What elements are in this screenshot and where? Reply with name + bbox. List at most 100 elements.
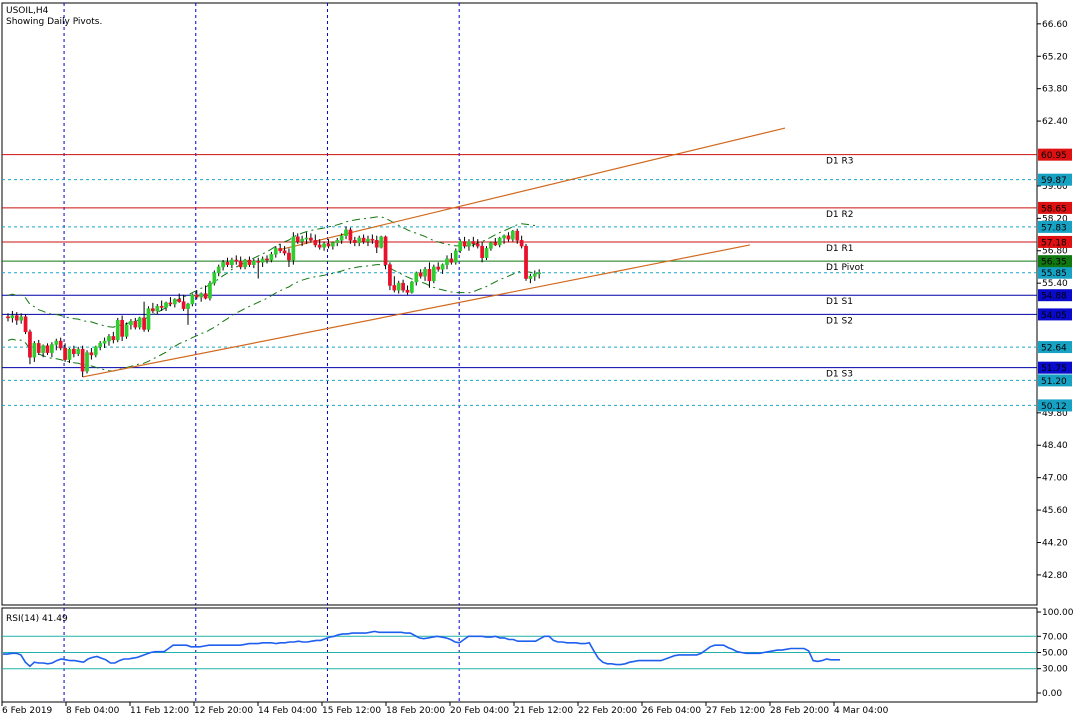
candle-body [85, 352, 89, 372]
dashed-level-tag: 50.12 [1038, 399, 1072, 412]
candle-body [256, 260, 261, 263]
candle-body [317, 244, 322, 248]
candle-body [331, 242, 335, 247]
time-tick-label: 26 Feb 04:00 [642, 706, 701, 716]
candle [6, 313, 10, 322]
dashed-level-tag-text: 50.12 [1041, 402, 1067, 412]
candle [493, 238, 498, 247]
candle-body [511, 230, 515, 240]
candle [19, 313, 24, 324]
price-tick-label: 59.60 [1042, 182, 1068, 192]
pivot-level-label: D1 S3 [826, 370, 853, 380]
pivot-level-tag: 56.35 [1038, 255, 1072, 268]
price-tick-label: 55.40 [1042, 279, 1068, 289]
candle [445, 255, 449, 270]
pivot-level-tag: 58.65 [1038, 201, 1072, 214]
candle-body [208, 282, 212, 299]
candle-body [528, 275, 533, 279]
time-tick-label: 20 Feb 04:00 [450, 706, 509, 716]
candle [396, 280, 401, 294]
candle [537, 269, 542, 279]
rsi-line [3, 630, 840, 668]
price-tick-label: 49.80 [1042, 409, 1068, 419]
trendline-upper-channel [280, 127, 786, 251]
dashed-level-tag-text: 51.20 [1041, 377, 1067, 387]
candle-body [357, 237, 362, 243]
price-tags: 59.87 57.83 55.85 52.64 51.20 50.12 60.95 58.65… [1038, 148, 1072, 412]
candle [502, 234, 506, 244]
candle-body [401, 282, 405, 291]
candle [54, 338, 59, 351]
pivot-level-tag-bg [1038, 255, 1072, 268]
candle-body [137, 317, 142, 328]
candle-body [414, 272, 419, 283]
pivot-level-tag: 57.18 [1038, 235, 1072, 248]
candle-body [326, 243, 331, 247]
rsi-pane [1, 607, 1038, 703]
candle [436, 262, 441, 272]
envelope-lines [7, 216, 540, 372]
candle [352, 236, 357, 247]
candle [225, 257, 230, 267]
time-tick-label: 4 Mar 04:00 [834, 706, 889, 716]
candle-body [221, 262, 225, 268]
candle [251, 258, 256, 269]
candle-body [273, 248, 278, 255]
candle-body [124, 324, 129, 337]
candle-body [177, 299, 182, 302]
candle-body [155, 306, 160, 312]
candle-body [484, 248, 489, 258]
rsi-label: RSI(14) 41.49 [6, 614, 68, 624]
candle-body [388, 264, 392, 286]
candle [480, 241, 484, 263]
time-tick-label: 11 Feb 12:00 [130, 706, 189, 716]
candle-body [370, 238, 375, 241]
candle-body [107, 336, 111, 342]
candle [344, 226, 348, 240]
candle-body [234, 259, 239, 262]
candle [388, 262, 392, 291]
candle-body [392, 285, 397, 291]
candle [383, 235, 388, 270]
candle-body [28, 331, 32, 358]
candle [129, 319, 133, 330]
candle-body [58, 340, 63, 349]
candle-body [225, 262, 230, 265]
candle [322, 241, 326, 251]
candle [370, 234, 375, 244]
candle [181, 294, 186, 311]
price-tick-label: 66.60 [1042, 20, 1068, 30]
candle [414, 271, 419, 286]
candle-body [89, 352, 94, 356]
candle [50, 342, 54, 358]
candle [14, 312, 19, 325]
pivot-level-tag-bg [1038, 361, 1072, 374]
pivot-level-tag-bg [1038, 308, 1072, 321]
rsi-tick-label: 30.00 [1042, 665, 1068, 675]
pivot-level-label: D1 R2 [826, 210, 854, 220]
candle-body [102, 340, 107, 344]
dashed-level-tag-text: 59.87 [1041, 176, 1067, 186]
pivot-level-label: D1 R3 [826, 157, 854, 167]
candle [41, 344, 45, 358]
envelope-upper [7, 216, 540, 328]
candle-body [344, 229, 348, 236]
pivot-level-label: D1 R1 [826, 244, 854, 254]
candle-body [524, 245, 528, 279]
pivot-level-tag-text: 60.95 [1041, 151, 1067, 161]
candle [63, 343, 67, 362]
candle [234, 255, 239, 265]
candle [216, 264, 221, 277]
candle-body [159, 306, 164, 308]
candle-body [427, 269, 432, 282]
dashed-level-tag-text: 52.64 [1041, 344, 1067, 354]
candle-body [396, 282, 401, 291]
pivot-level-tag-text: 56.35 [1041, 258, 1067, 268]
dashed-level-tag-bg [1038, 374, 1072, 387]
candle-body [120, 319, 124, 337]
dashed-level-tag-bg [1038, 399, 1072, 412]
candle [137, 316, 142, 330]
candle [115, 317, 120, 343]
candle [326, 239, 331, 249]
